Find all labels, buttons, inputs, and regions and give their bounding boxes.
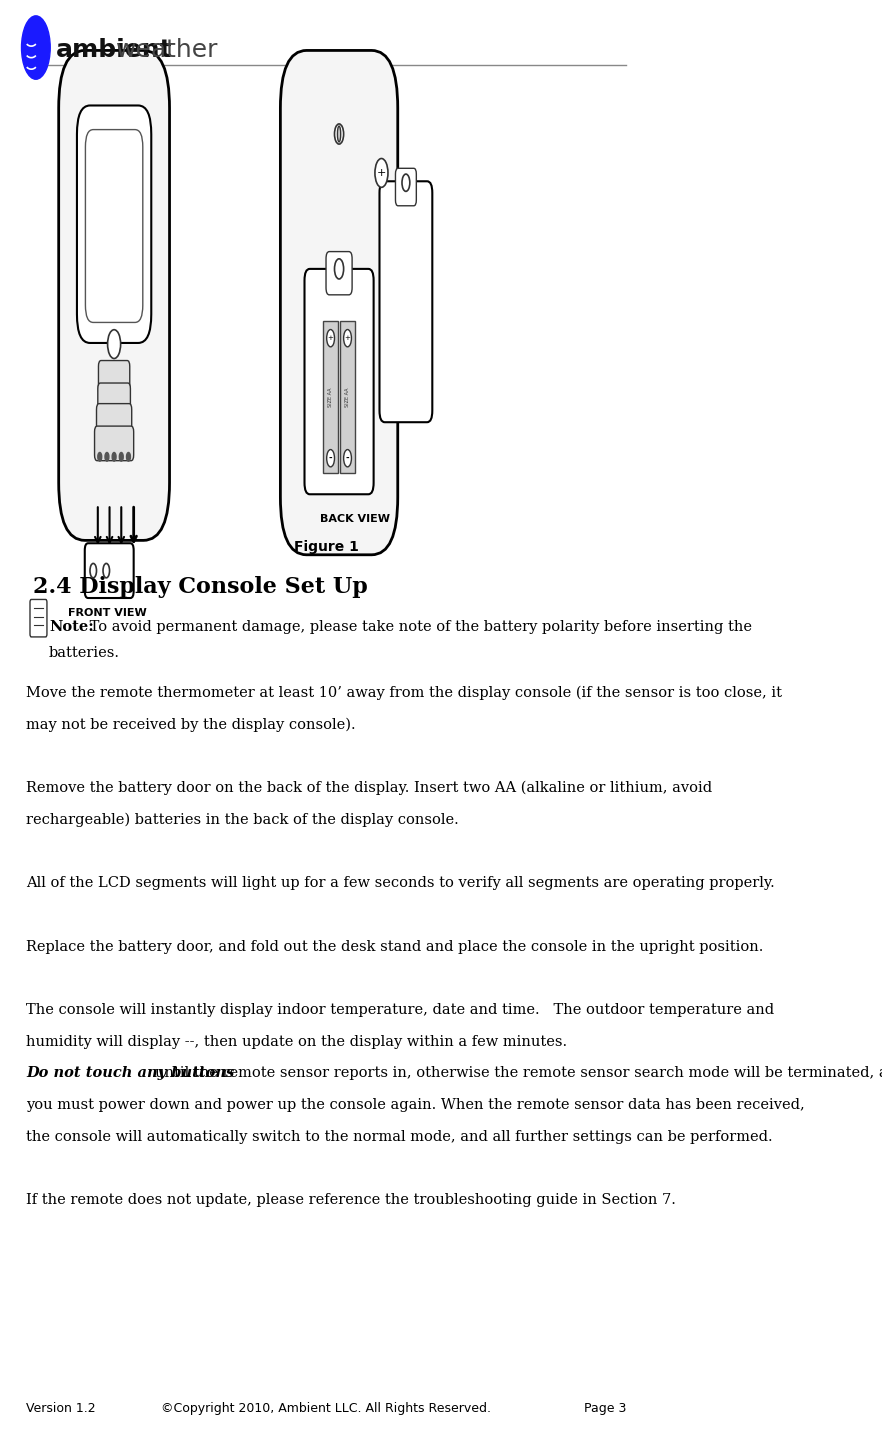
FancyBboxPatch shape xyxy=(280,50,398,555)
FancyBboxPatch shape xyxy=(94,427,134,461)
Circle shape xyxy=(334,259,344,280)
Circle shape xyxy=(402,174,410,192)
Circle shape xyxy=(98,452,101,461)
Text: If the remote does not update, please reference the troubleshooting guide in Sec: If the remote does not update, please re… xyxy=(26,1193,676,1208)
FancyBboxPatch shape xyxy=(85,543,134,598)
Text: SIZE AA: SIZE AA xyxy=(345,388,350,406)
Text: you must power down and power up the console again. When the remote sensor data : you must power down and power up the con… xyxy=(26,1098,805,1112)
Text: Remove the battery door on the back of the display. Insert two AA (alkaline or l: Remove the battery door on the back of t… xyxy=(26,781,712,795)
FancyBboxPatch shape xyxy=(98,383,131,418)
Text: weather: weather xyxy=(116,39,219,62)
Text: Move the remote thermometer at least 10’ away from the display console (if the s: Move the remote thermometer at least 10’… xyxy=(26,686,782,700)
Circle shape xyxy=(21,16,50,79)
Text: until the remote sensor reports in, otherwise the remote sensor search mode will: until the remote sensor reports in, othe… xyxy=(154,1066,882,1081)
Text: +: + xyxy=(327,336,333,342)
Text: Note:: Note: xyxy=(49,620,93,634)
FancyBboxPatch shape xyxy=(304,269,374,494)
Circle shape xyxy=(375,159,388,187)
Text: the console will automatically switch to the normal mode, and all further settin: the console will automatically switch to… xyxy=(26,1130,773,1144)
FancyBboxPatch shape xyxy=(96,403,131,438)
Circle shape xyxy=(334,124,344,144)
Circle shape xyxy=(326,450,334,467)
Circle shape xyxy=(344,450,351,467)
Text: Version 1.2: Version 1.2 xyxy=(26,1402,96,1415)
FancyBboxPatch shape xyxy=(379,182,432,422)
Text: BACK VIEW: BACK VIEW xyxy=(320,514,391,525)
Text: humidity will display --, then update on the display within a few minutes.: humidity will display --, then update on… xyxy=(26,1035,567,1049)
Text: SIZE AA: SIZE AA xyxy=(328,388,333,406)
Circle shape xyxy=(103,563,109,578)
Text: -: - xyxy=(329,454,333,463)
Text: To avoid permanent damage, please take note of the battery polarity before inser: To avoid permanent damage, please take n… xyxy=(85,620,751,634)
Text: +: + xyxy=(345,336,350,342)
Text: Do not touch any buttons: Do not touch any buttons xyxy=(26,1066,235,1081)
Circle shape xyxy=(126,452,131,461)
Text: may not be received by the display console).: may not be received by the display conso… xyxy=(26,718,355,732)
Text: All of the LCD segments will light up for a few seconds to verify all segments a: All of the LCD segments will light up fo… xyxy=(26,876,774,891)
Circle shape xyxy=(90,563,96,578)
Text: Page 3: Page 3 xyxy=(584,1402,626,1415)
Text: 2.4 Display Console Set Up: 2.4 Display Console Set Up xyxy=(33,576,367,598)
Text: +: + xyxy=(377,169,386,177)
Circle shape xyxy=(326,330,334,347)
Text: batteries.: batteries. xyxy=(49,646,120,660)
Text: Replace the battery door, and fold out the desk stand and place the console in t: Replace the battery door, and fold out t… xyxy=(26,940,764,954)
Circle shape xyxy=(119,452,123,461)
FancyBboxPatch shape xyxy=(326,252,352,295)
FancyBboxPatch shape xyxy=(99,360,130,395)
Circle shape xyxy=(112,452,116,461)
Ellipse shape xyxy=(338,125,340,143)
Text: FRONT VIEW: FRONT VIEW xyxy=(68,608,147,618)
Circle shape xyxy=(344,330,351,347)
Text: rechargeable) batteries in the back of the display console.: rechargeable) batteries in the back of t… xyxy=(26,813,459,827)
FancyBboxPatch shape xyxy=(59,50,169,540)
Bar xyxy=(324,321,338,473)
Bar xyxy=(340,321,355,473)
FancyBboxPatch shape xyxy=(30,599,47,637)
Text: ambient: ambient xyxy=(56,39,172,62)
Text: -: - xyxy=(346,454,349,463)
Text: Figure 1: Figure 1 xyxy=(294,540,358,555)
Circle shape xyxy=(105,452,108,461)
Circle shape xyxy=(108,330,121,359)
FancyBboxPatch shape xyxy=(77,105,152,343)
Text: The console will instantly display indoor temperature, date and time.   The outd: The console will instantly display indoo… xyxy=(26,1003,774,1017)
FancyBboxPatch shape xyxy=(395,169,416,206)
FancyBboxPatch shape xyxy=(86,130,143,323)
Text: ©Copyright 2010, Ambient LLC. All Rights Reserved.: ©Copyright 2010, Ambient LLC. All Rights… xyxy=(161,1402,491,1415)
